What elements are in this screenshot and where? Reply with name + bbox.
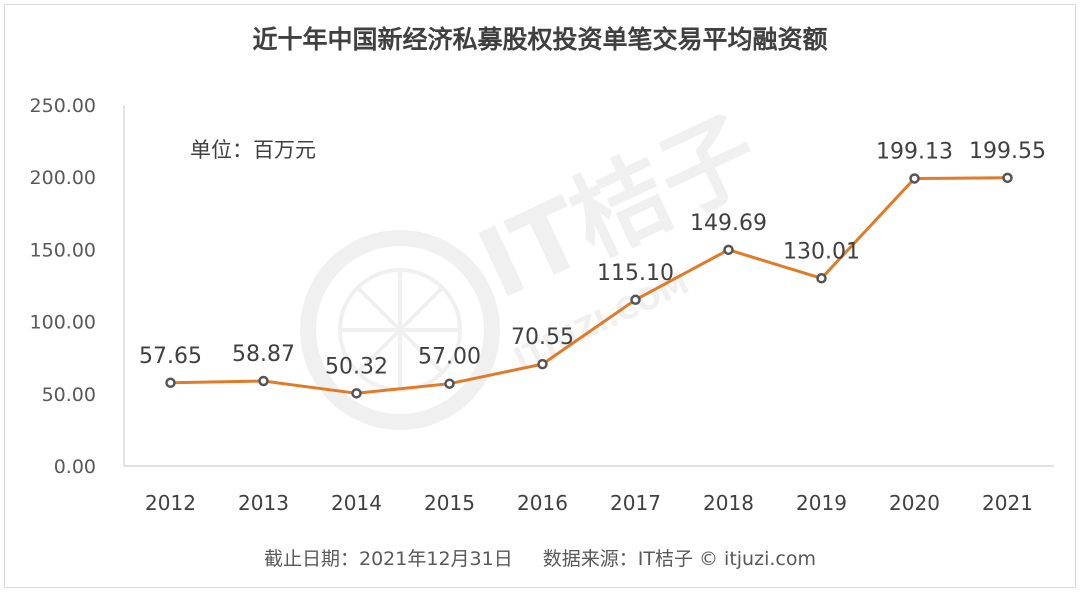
data-point bbox=[537, 358, 548, 370]
x-tick-label: 2015 bbox=[424, 491, 475, 515]
data-label: 58.87 bbox=[232, 342, 295, 367]
data-point bbox=[816, 273, 827, 284]
data-point bbox=[909, 173, 920, 184]
data-label: 130.01 bbox=[783, 239, 860, 264]
data-point bbox=[351, 388, 362, 399]
x-tick-label: 2017 bbox=[610, 491, 661, 515]
y-tick-label: 200.00 bbox=[30, 167, 96, 189]
data-point bbox=[258, 375, 269, 387]
data-label: 149.69 bbox=[690, 211, 767, 236]
y-tick-label: 150.00 bbox=[30, 239, 96, 261]
x-tick-label: 2016 bbox=[517, 491, 568, 515]
data-label: 57.65 bbox=[139, 344, 202, 369]
x-tick-label: 2018 bbox=[703, 491, 754, 515]
data-point bbox=[165, 377, 176, 389]
x-tick-label: 2012 bbox=[145, 491, 196, 515]
data-point bbox=[444, 378, 455, 389]
x-tick-label: 2019 bbox=[796, 491, 847, 515]
y-tick-label: 0.00 bbox=[54, 456, 96, 478]
date-note: 截止日期：2021年12月31日 bbox=[264, 548, 513, 570]
x-tick-label: 2013 bbox=[238, 491, 289, 515]
data-label: 57.00 bbox=[418, 345, 481, 370]
chart-title: 近十年中国新经济私募股权投资单笔交易平均融资额 bbox=[252, 25, 828, 54]
data-label: 199.55 bbox=[969, 139, 1046, 164]
footer: 截止日期：2021年12月31日 数据来源：IT桔子 © itjuzi.com bbox=[0, 544, 1080, 571]
x-tick-label: 2021 bbox=[982, 491, 1033, 515]
data-point bbox=[630, 294, 641, 306]
data-label: 115.10 bbox=[597, 261, 674, 286]
source-note: 数据来源：IT桔子 © itjuzi.com bbox=[542, 548, 816, 570]
data-point bbox=[1002, 172, 1013, 184]
y-tick-label: 250.00 bbox=[30, 95, 96, 117]
x-tick-label: 2020 bbox=[889, 491, 940, 515]
x-tick-label: 2014 bbox=[331, 491, 382, 515]
data-label: 199.13 bbox=[876, 139, 953, 164]
data-point bbox=[723, 244, 734, 256]
y-tick-label: 50.00 bbox=[42, 384, 96, 406]
data-label: 70.55 bbox=[511, 325, 574, 350]
y-tick-label: 100.00 bbox=[30, 312, 96, 334]
series-line bbox=[170, 176, 1008, 395]
unit-label: 单位：百万元 bbox=[190, 138, 316, 162]
data-label: 50.32 bbox=[325, 354, 388, 379]
svg-text:IT桔子: IT桔子 bbox=[462, 95, 775, 320]
chart-frame bbox=[4, 4, 1076, 588]
